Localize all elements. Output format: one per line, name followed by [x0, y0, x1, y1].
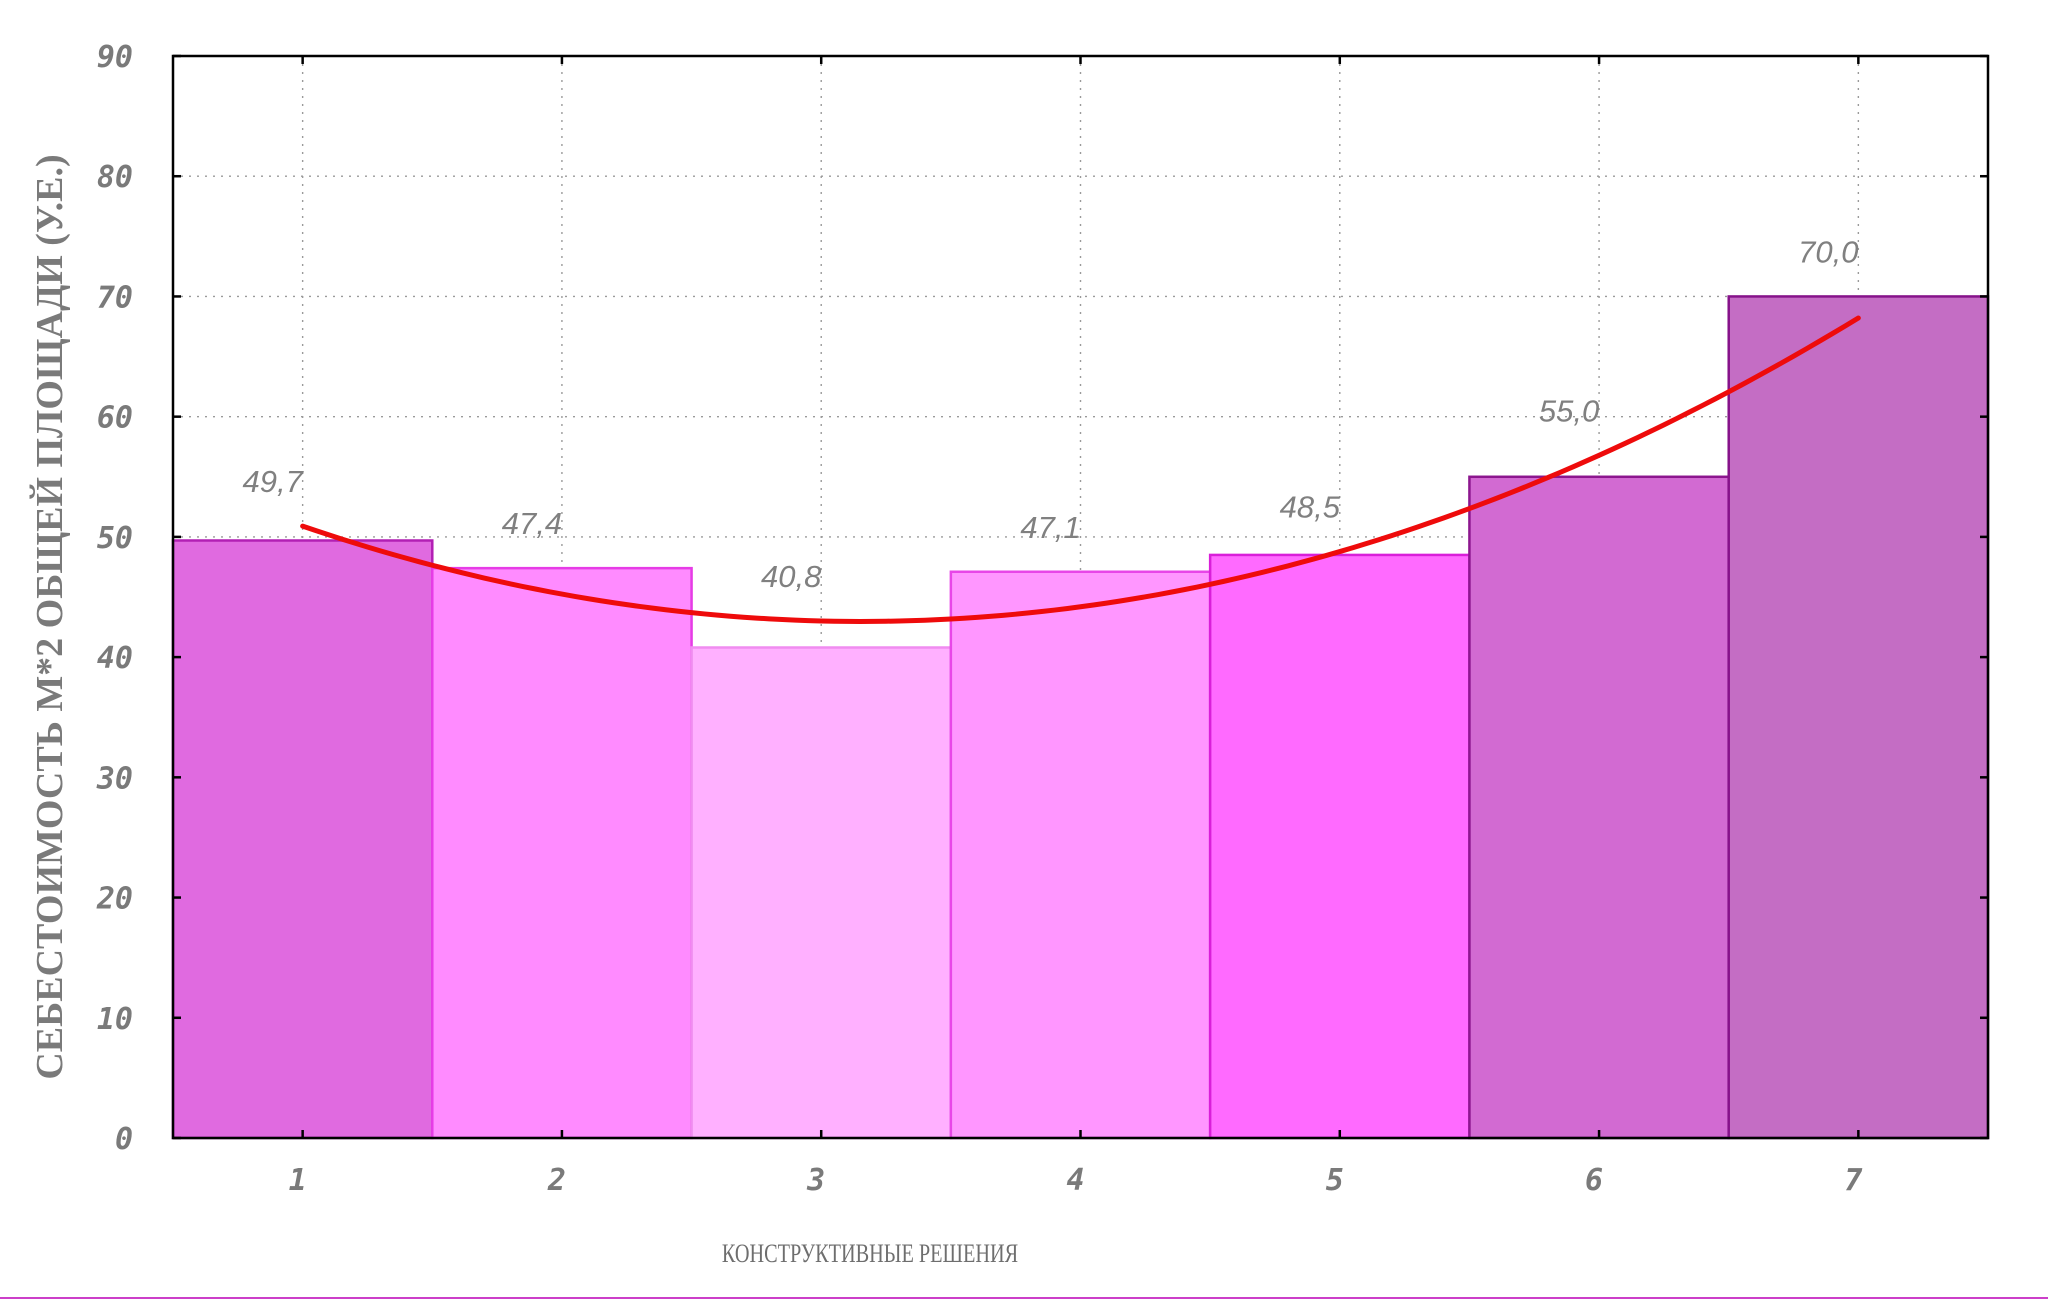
data-label: 48,5 [1280, 490, 1341, 525]
y-tick-label: 90 [97, 40, 133, 75]
y-tick-label: 0 [115, 1122, 133, 1157]
bar [431, 566, 693, 1140]
y-axis-title: СЕБЕСТОИМОСТЬ М*2 ОБЩЕЙ ПЛОЩАДИ (У.Е.) [29, 154, 71, 1079]
data-labels: 49,7 47,4 40,8 47,1 48,5 55,0 70,0 [242, 234, 1858, 594]
y-axis-ticks: 0 10 20 30 40 50 60 70 80 90 [96, 40, 133, 1157]
x-tick-label: 6 [1585, 1163, 1603, 1198]
y-tick-label: 20 [96, 882, 133, 917]
bar [1208, 553, 1471, 1140]
x-tick-label: 1 [289, 1163, 307, 1198]
trend-line [300, 315, 1861, 624]
y-tick-label: 70 [97, 280, 133, 315]
x-tick-label: 5 [1326, 1163, 1344, 1198]
y-tick-label: 80 [97, 160, 133, 195]
trend-line-group [300, 315, 1861, 624]
data-label: 55,0 [1539, 393, 1599, 428]
x-axis-ticks: 1 2 3 4 5 6 7 [289, 1163, 1863, 1198]
x-tick-label: 3 [806, 1163, 825, 1198]
bar [1727, 295, 1990, 1140]
x-tick-label: 2 [547, 1163, 566, 1198]
y-tick-label: 40 [97, 641, 133, 676]
data-label: 40,8 [761, 559, 822, 594]
bar [949, 570, 1212, 1140]
bar [171, 539, 434, 1140]
data-label: 47,4 [502, 506, 562, 541]
bar [1468, 475, 1730, 1140]
y-tick-label: 60 [97, 401, 133, 436]
data-label: 47,1 [1020, 510, 1080, 545]
data-label: 70,0 [1798, 234, 1858, 269]
x-tick-label: 7 [1844, 1163, 1862, 1198]
data-label: 49,7 [242, 464, 304, 499]
y-tick-label: 10 [97, 1002, 133, 1037]
y-tick-label: 30 [96, 761, 133, 796]
y-tick-label: 50 [97, 521, 133, 556]
x-tick-label: 4 [1066, 1163, 1084, 1198]
plot-frame [171, 54, 1990, 1140]
bar [690, 646, 953, 1140]
x-axis-title: КОНСТРУКТИВНЫЕ РЕШЕНИЯ [722, 1240, 1018, 1269]
bars [171, 295, 1990, 1140]
